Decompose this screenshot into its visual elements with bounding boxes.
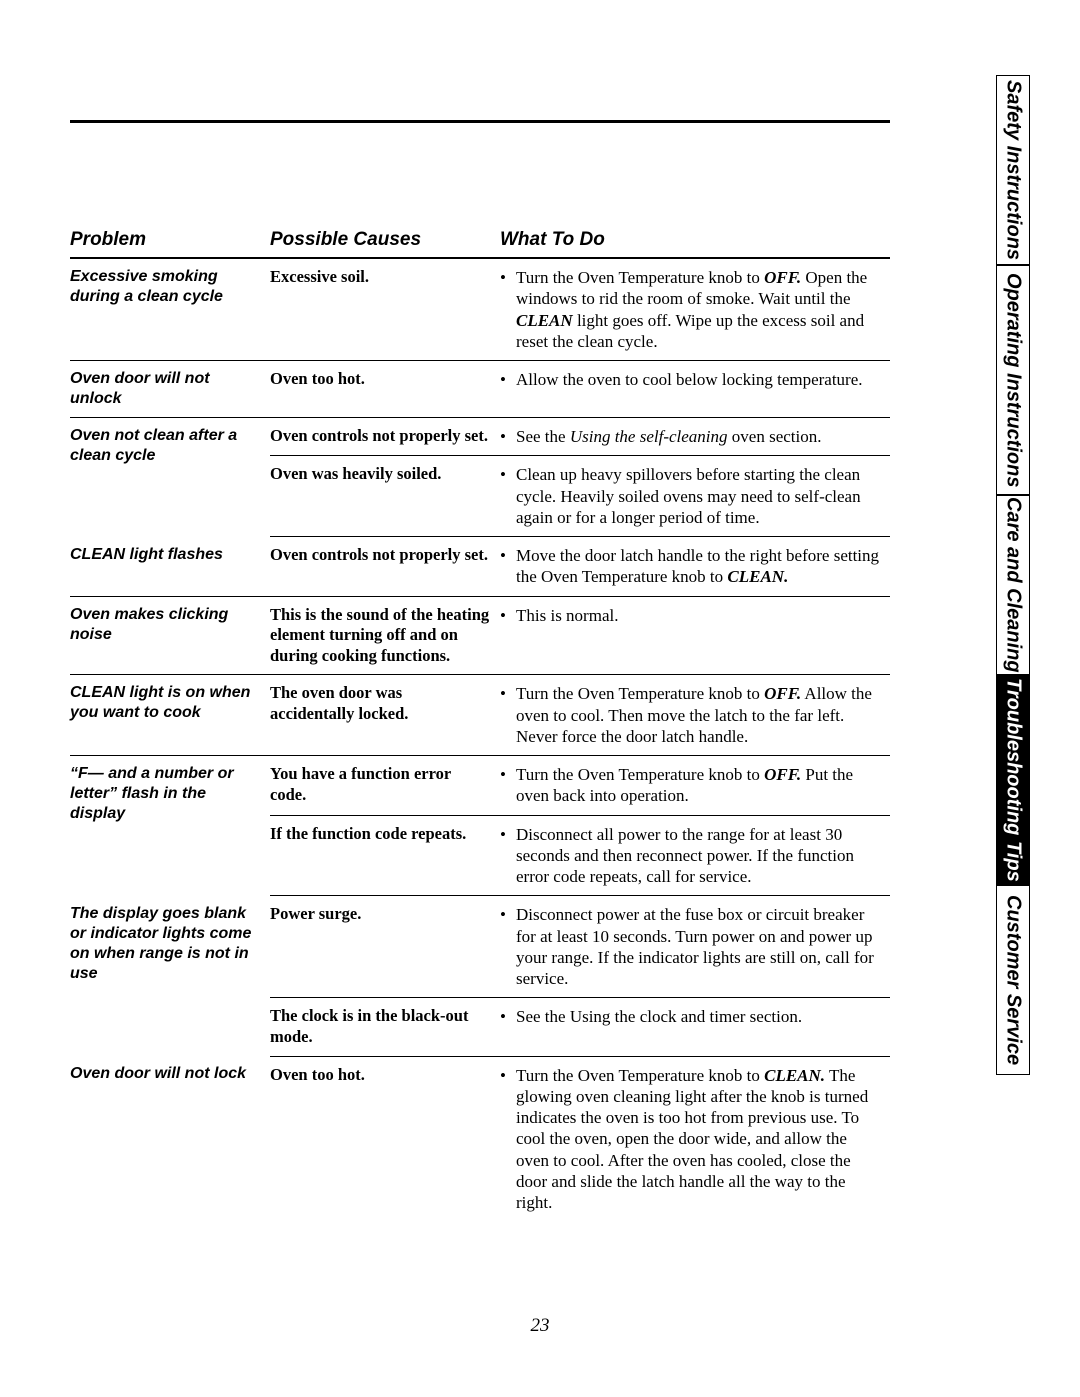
text-bold: CLEAN. xyxy=(727,567,788,586)
table-row: Excessive smoking during a clean cycle E… xyxy=(70,258,890,361)
cell-what: • Turn the Oven Temperature knob to OFF.… xyxy=(500,258,890,361)
text-bold: CLEAN. xyxy=(764,1066,825,1085)
cell-cause: The oven door was accidentally locked. xyxy=(270,675,500,756)
cell-what: •Allow the oven to cool below locking te… xyxy=(500,361,890,418)
header-what: What To Do xyxy=(500,225,890,258)
troubleshooting-content: Problem Possible Causes What To Do Exces… xyxy=(70,225,890,1221)
side-tabs: Safety Instructions Operating Instructio… xyxy=(996,75,1030,1155)
text: Clean up heavy spillovers before startin… xyxy=(516,464,880,528)
header-problem: Problem xyxy=(70,225,270,258)
table-row: Oven door will not unlock Oven too hot. … xyxy=(70,361,890,418)
text-bold: OFF. xyxy=(764,684,801,703)
text: The glowing oven cleaning light after th… xyxy=(516,1066,868,1213)
cell-cause: Oven controls not properly set. xyxy=(270,418,500,456)
cell-problem: Oven makes clicking noise xyxy=(70,596,270,675)
cell-cause: The clock is in the black-out mode. xyxy=(270,998,500,1056)
cell-problem: Oven door will not unlock xyxy=(70,361,270,418)
header-causes: Possible Causes xyxy=(270,225,500,258)
text: Disconnect all power to the range for at… xyxy=(516,824,880,888)
cell-what: •See the Using the clock and timer secti… xyxy=(500,998,890,1056)
cell-problem: Excessive smoking during a clean cycle xyxy=(70,258,270,361)
text: See the xyxy=(516,427,570,446)
cell-cause: Power surge. xyxy=(270,896,500,998)
text-bold: OFF. xyxy=(764,765,801,784)
table-row: Oven door will not lock Oven too hot. • … xyxy=(70,1056,890,1221)
tab-customer: Customer Service xyxy=(996,885,1030,1075)
cell-cause: This is the sound of the heating element… xyxy=(270,596,500,675)
text: Turn the Oven Temperature knob to xyxy=(516,765,764,784)
cell-cause: Oven too hot. xyxy=(270,1056,500,1221)
text: oven section. xyxy=(728,427,822,446)
table-row: Oven makes clicking noise This is the so… xyxy=(70,596,890,675)
text-bold: CLEAN xyxy=(516,311,573,330)
table-row: “F— and a number or letter” flash in the… xyxy=(70,756,890,816)
cell-cause: Oven controls not properly set. xyxy=(270,537,500,597)
cell-cause: If the function code repeats. xyxy=(270,815,500,896)
tab-operating: Operating Instructions xyxy=(996,265,1030,495)
cell-cause: You have a function error code. xyxy=(270,756,500,816)
cell-what: •Disconnect power at the fuse box or cir… xyxy=(500,896,890,998)
text-italic: Using the self-cleaning xyxy=(570,427,728,446)
page-number: 23 xyxy=(0,1315,1080,1337)
cell-problem: Oven door will not lock xyxy=(70,1056,270,1221)
tab-safety: Safety Instructions xyxy=(996,75,1030,265)
tab-troubleshooting: Troubleshooting Tips xyxy=(996,675,1030,885)
cell-what: • Move the door latch handle to the righ… xyxy=(500,537,890,597)
text: Turn the Oven Temperature knob to xyxy=(516,268,764,287)
table-row: CLEAN light flashes Oven controls not pr… xyxy=(70,537,890,597)
text: Turn the Oven Temperature knob to xyxy=(516,1066,764,1085)
text-bold: OFF. xyxy=(764,268,801,287)
cell-problem: Oven not clean after a clean cycle xyxy=(70,418,270,537)
table-row: The display goes blank or indicator ligh… xyxy=(70,896,890,998)
cell-what: • Turn the Oven Temperature knob to OFF.… xyxy=(500,756,890,816)
cell-what: • See the Using the self-cleaning oven s… xyxy=(500,418,890,456)
cell-cause: Oven was heavily soiled. xyxy=(270,456,500,537)
text: Allow the oven to cool below locking tem… xyxy=(516,369,880,390)
text: Move the door latch handle to the right … xyxy=(516,546,879,586)
cell-problem: CLEAN light flashes xyxy=(70,537,270,597)
text: Disconnect power at the fuse box or circ… xyxy=(516,904,880,989)
text: This is normal. xyxy=(516,605,880,626)
cell-cause: Excessive soil. xyxy=(270,258,500,361)
table-row: Oven not clean after a clean cycle Oven … xyxy=(70,418,890,456)
table-row: CLEAN light is on when you want to cook … xyxy=(70,675,890,756)
manual-page: Problem Possible Causes What To Do Exces… xyxy=(0,0,1080,1397)
top-rule xyxy=(70,120,890,123)
text: Turn the Oven Temperature knob to xyxy=(516,684,764,703)
tab-care: Care and Cleaning xyxy=(996,495,1030,675)
cell-what: • Turn the Oven Temperature knob to OFF.… xyxy=(500,675,890,756)
troubleshooting-table: Problem Possible Causes What To Do Exces… xyxy=(70,225,890,1221)
cell-what: • Turn the Oven Temperature knob to CLEA… xyxy=(500,1056,890,1221)
cell-what: •Disconnect all power to the range for a… xyxy=(500,815,890,896)
cell-what: •This is normal. xyxy=(500,596,890,675)
cell-problem: The display goes blank or indicator ligh… xyxy=(70,896,270,1056)
cell-cause: Oven too hot. xyxy=(270,361,500,418)
cell-problem: CLEAN light is on when you want to cook xyxy=(70,675,270,756)
text: See the Using the clock and timer sectio… xyxy=(516,1006,880,1027)
cell-problem: “F— and a number or letter” flash in the… xyxy=(70,756,270,896)
cell-what: •Clean up heavy spillovers before starti… xyxy=(500,456,890,537)
